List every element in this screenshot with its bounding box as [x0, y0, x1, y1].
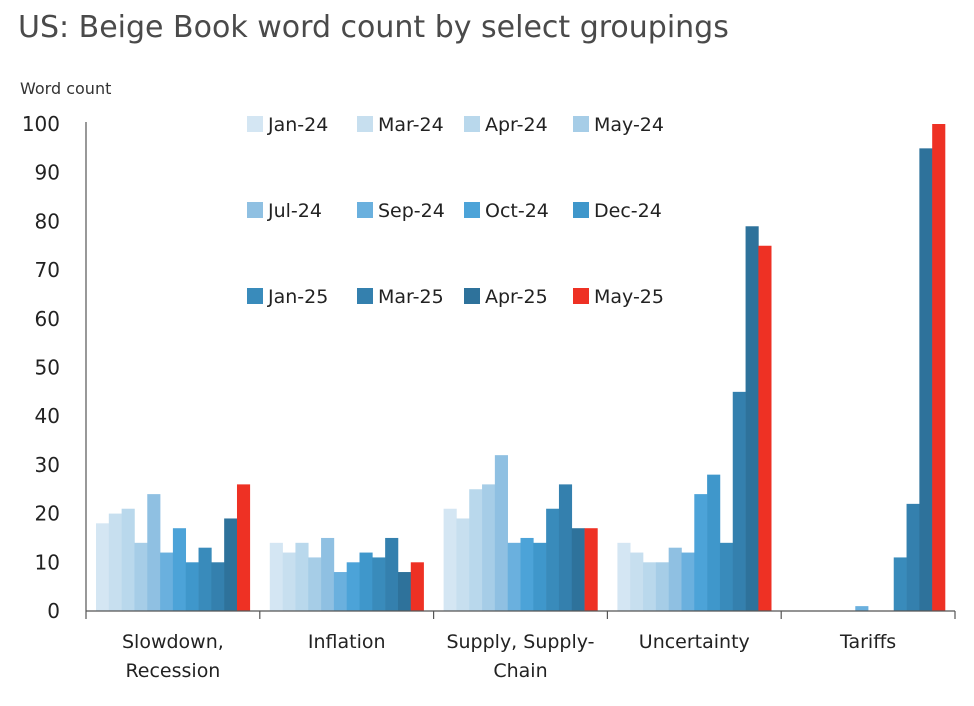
legend-label: Oct-24: [485, 200, 549, 222]
y-tick-label: 70: [35, 258, 60, 282]
bar: [443, 508, 457, 611]
bar: [160, 552, 174, 611]
y-tick-label: 50: [35, 356, 60, 380]
bar: [147, 494, 161, 611]
bar: [321, 537, 335, 611]
legend-label: Jan-25: [267, 286, 328, 308]
y-axis-label: Word count: [20, 79, 112, 98]
bar: [397, 572, 412, 611]
bar: [630, 552, 644, 611]
y-tick-label: 100: [22, 112, 60, 136]
legend-swatch: [357, 288, 373, 304]
legend-swatch: [247, 288, 263, 304]
bar: [108, 513, 122, 611]
bar: [906, 503, 920, 611]
legend-label: May-25: [594, 286, 664, 308]
x-category-label: Inflation: [308, 631, 386, 653]
bar: [520, 537, 534, 611]
legend-label: May-24: [594, 114, 664, 136]
bar: [533, 542, 547, 611]
chart-title: US: Beige Book word count by select grou…: [18, 10, 729, 45]
legend-label: Mar-25: [378, 286, 444, 308]
bar: [571, 528, 585, 611]
legend-swatch: [357, 202, 373, 218]
bar: [584, 528, 598, 611]
x-category-label: Slowdown,: [122, 631, 224, 653]
y-tick-label: 30: [35, 453, 60, 477]
bar: [855, 606, 869, 611]
bar: [758, 245, 772, 611]
bar: [919, 148, 933, 611]
bar: [643, 562, 657, 611]
legend-swatch: [573, 202, 589, 218]
legend-swatch: [573, 116, 589, 132]
bar: [172, 528, 187, 611]
bar: [333, 572, 347, 611]
bar: [681, 552, 695, 611]
bar: [346, 562, 360, 611]
legend-label: Jul-24: [267, 200, 322, 222]
y-tick-label: 10: [35, 550, 60, 574]
x-category-label: Uncertainty: [639, 631, 750, 653]
legend-label: Apr-24: [485, 114, 548, 136]
legend-label: Sep-24: [378, 200, 445, 222]
legend-label: Jan-24: [267, 114, 328, 136]
bar: [745, 226, 759, 611]
bar: [121, 508, 135, 611]
bar: [546, 508, 560, 611]
bar: [282, 552, 296, 611]
y-tick-label: 60: [35, 307, 60, 331]
bar: [558, 484, 573, 611]
bar: [224, 518, 238, 611]
y-tick-label: 0: [47, 599, 60, 623]
bar: [372, 557, 386, 611]
bar: [494, 455, 508, 611]
legend-swatch: [464, 288, 480, 304]
bar: [668, 547, 682, 611]
bar: [295, 542, 309, 611]
bar: [719, 542, 734, 611]
bar: [269, 542, 283, 611]
bar: [198, 547, 212, 611]
bar: [410, 562, 424, 611]
legend-label: Dec-24: [594, 200, 662, 222]
legend-swatch: [247, 202, 263, 218]
y-tick-label: 40: [35, 404, 60, 428]
bar: [359, 552, 373, 611]
x-category-label: Tariffs: [839, 631, 896, 653]
bar: [507, 542, 521, 611]
bar: [893, 557, 907, 611]
bar: [932, 124, 946, 611]
bar: [732, 391, 746, 611]
legend-swatch: [357, 116, 373, 132]
bar: [617, 542, 631, 611]
bar: [96, 523, 110, 611]
bar: [469, 489, 483, 611]
bar: [211, 562, 225, 611]
legend-label: Mar-24: [378, 114, 444, 136]
bar: [707, 474, 721, 611]
legend-label: Apr-25: [485, 286, 548, 308]
bar: [308, 557, 322, 611]
legend-swatch: [573, 288, 589, 304]
bar: [482, 484, 496, 611]
bar: [694, 494, 708, 611]
bar: [236, 484, 251, 611]
bar: [456, 518, 470, 611]
x-category-label: Recession: [125, 660, 220, 682]
y-tick-label: 20: [35, 502, 60, 526]
y-tick-label: 90: [35, 161, 60, 185]
legend-swatch: [464, 116, 480, 132]
bar: [134, 542, 148, 611]
y-tick-label: 80: [35, 209, 60, 233]
bar: [385, 537, 399, 611]
legend-swatch: [247, 116, 263, 132]
bar: [185, 562, 199, 611]
bar: [655, 562, 669, 611]
legend-swatch: [464, 202, 480, 218]
x-category-label: Supply, Supply-: [446, 631, 594, 653]
x-category-label: Chain: [493, 660, 547, 682]
